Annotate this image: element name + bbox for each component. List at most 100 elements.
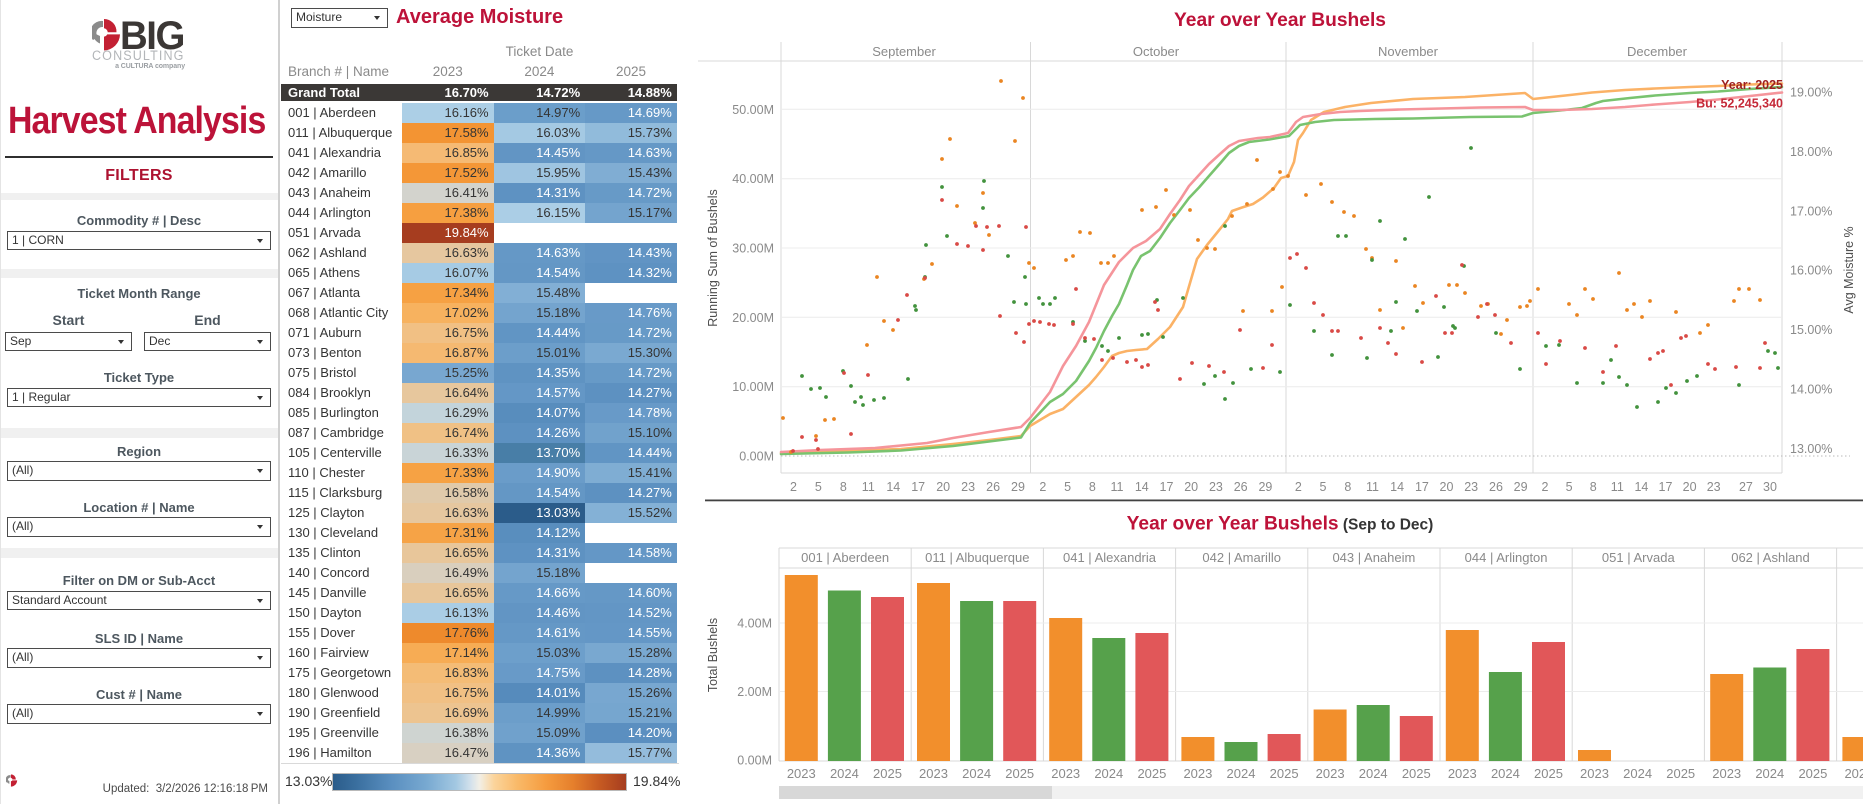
svg-text:20.00M: 20.00M <box>732 311 774 325</box>
svg-text:2023: 2023 <box>1844 766 1863 781</box>
svg-text:2: 2 <box>790 480 797 494</box>
svg-text:2025: 2025 <box>1402 766 1431 781</box>
svg-text:5: 5 <box>815 480 822 494</box>
svg-text:17: 17 <box>1659 480 1673 494</box>
svg-text:2025: 2025 <box>1005 766 1034 781</box>
svg-text:2024: 2024 <box>962 766 991 781</box>
svg-text:20: 20 <box>1440 480 1454 494</box>
svg-text:5: 5 <box>1566 480 1573 494</box>
svg-text:2023: 2023 <box>1448 766 1477 781</box>
svg-text:8: 8 <box>840 480 847 494</box>
svg-text:20: 20 <box>936 480 950 494</box>
svg-text:Avg Moisture %: Avg Moisture % <box>1842 226 1856 313</box>
svg-text:062 | Ashland: 062 | Ashland <box>1731 550 1810 565</box>
svg-text:2024: 2024 <box>1227 766 1256 781</box>
svg-text:2023: 2023 <box>919 766 948 781</box>
svg-text:044 | Arlington: 044 | Arlington <box>1465 550 1548 565</box>
svg-text:27: 27 <box>1739 480 1753 494</box>
svg-text:2024: 2024 <box>1094 766 1123 781</box>
svg-text:8: 8 <box>1590 480 1597 494</box>
svg-text:2025: 2025 <box>1270 766 1299 781</box>
svg-text:50.00M: 50.00M <box>732 103 774 117</box>
svg-text:October: October <box>1133 44 1180 59</box>
svg-text:11: 11 <box>1611 480 1624 494</box>
svg-text:30.00M: 30.00M <box>732 242 774 256</box>
svg-text:13.00%: 13.00% <box>1790 442 1832 456</box>
svg-text:8: 8 <box>1089 480 1096 494</box>
svg-text:2: 2 <box>1039 480 1046 494</box>
svg-text:30: 30 <box>1763 480 1777 494</box>
svg-text:8: 8 <box>1344 480 1351 494</box>
svg-text:17: 17 <box>1415 480 1429 494</box>
svg-text:Running Sum of Bushels: Running Sum of Bushels <box>706 189 720 327</box>
svg-text:23: 23 <box>1209 480 1223 494</box>
svg-text:0.00M: 0.00M <box>739 450 774 464</box>
svg-text:2023: 2023 <box>1316 766 1345 781</box>
svg-text:29: 29 <box>1514 480 1528 494</box>
svg-text:26: 26 <box>1234 480 1248 494</box>
svg-text:2024: 2024 <box>830 766 859 781</box>
svg-text:20: 20 <box>1184 480 1198 494</box>
svg-text:2025: 2025 <box>1666 766 1695 781</box>
svg-text:2023: 2023 <box>787 766 816 781</box>
svg-text:December: December <box>1627 44 1688 59</box>
svg-text:2024: 2024 <box>1623 766 1652 781</box>
svg-text:2025: 2025 <box>1798 766 1827 781</box>
svg-text:4.00M: 4.00M <box>737 617 772 631</box>
svg-text:051 | Arvada: 051 | Arvada <box>1602 550 1676 565</box>
svg-text:5: 5 <box>1320 480 1327 494</box>
svg-text:19.00%: 19.00% <box>1790 86 1832 100</box>
svg-text:2025: 2025 <box>873 766 902 781</box>
svg-text:041 | Alexandria: 041 | Alexandria <box>1063 550 1157 565</box>
svg-text:14: 14 <box>886 480 900 494</box>
svg-text:043 | Anaheim: 043 | Anaheim <box>1332 550 1415 565</box>
svg-text:September: September <box>872 44 936 59</box>
svg-text:Total Bushels: Total Bushels <box>706 618 720 692</box>
svg-text:23: 23 <box>1464 480 1478 494</box>
svg-text:042 | Amarillo: 042 | Amarillo <box>1202 550 1281 565</box>
svg-text:20: 20 <box>1683 480 1697 494</box>
svg-text:23: 23 <box>961 480 975 494</box>
svg-text:2025: 2025 <box>1534 766 1563 781</box>
svg-text:10.00M: 10.00M <box>732 380 774 394</box>
svg-text:2: 2 <box>1295 480 1302 494</box>
svg-text:2023: 2023 <box>1712 766 1741 781</box>
svg-text:14.00%: 14.00% <box>1790 383 1832 397</box>
svg-text:11: 11 <box>862 480 875 494</box>
svg-text:18.00%: 18.00% <box>1790 145 1832 159</box>
svg-text:0.00M: 0.00M <box>737 754 772 768</box>
svg-text:5: 5 <box>1064 480 1071 494</box>
svg-text:11: 11 <box>1366 480 1379 494</box>
svg-text:29: 29 <box>1011 480 1025 494</box>
svg-text:2023: 2023 <box>1183 766 1212 781</box>
svg-text:29: 29 <box>1258 480 1272 494</box>
svg-text:40.00M: 40.00M <box>732 172 774 186</box>
svg-text:Bu: 52,245,340: Bu: 52,245,340 <box>1696 97 1783 111</box>
svg-text:2.00M: 2.00M <box>737 685 772 699</box>
svg-text:23: 23 <box>1707 480 1721 494</box>
svg-text:16.00%: 16.00% <box>1790 264 1832 278</box>
svg-text:Year over Year Bushels: Year over Year Bushels <box>1174 10 1386 31</box>
svg-text:17.00%: 17.00% <box>1790 204 1832 218</box>
svg-text:2023: 2023 <box>1051 766 1080 781</box>
svg-text:17: 17 <box>911 480 925 494</box>
svg-text:14: 14 <box>1634 480 1648 494</box>
svg-text:Year: 2025: Year: 2025 <box>1721 78 1783 92</box>
svg-text:2024: 2024 <box>1359 766 1388 781</box>
svg-text:15.00%: 15.00% <box>1790 323 1832 337</box>
svg-text:11: 11 <box>1111 480 1124 494</box>
svg-text:011 | Albuquerque: 011 | Albuquerque <box>925 550 1029 565</box>
svg-text:2023: 2023 <box>1580 766 1609 781</box>
svg-text:26: 26 <box>986 480 1000 494</box>
svg-text:14: 14 <box>1135 480 1149 494</box>
svg-text:17: 17 <box>1160 480 1174 494</box>
svg-text:2024: 2024 <box>1755 766 1784 781</box>
svg-text:2025: 2025 <box>1137 766 1166 781</box>
svg-text:001 | Aberdeen: 001 | Aberdeen <box>801 550 889 565</box>
svg-text:November: November <box>1378 44 1439 59</box>
svg-text:14: 14 <box>1390 480 1404 494</box>
svg-text:26: 26 <box>1489 480 1503 494</box>
svg-text:Year over Year Bushels (Sep to: Year over Year Bushels (Sep to Dec) <box>1127 514 1434 535</box>
svg-text:2: 2 <box>1542 480 1549 494</box>
svg-text:2024: 2024 <box>1491 766 1520 781</box>
